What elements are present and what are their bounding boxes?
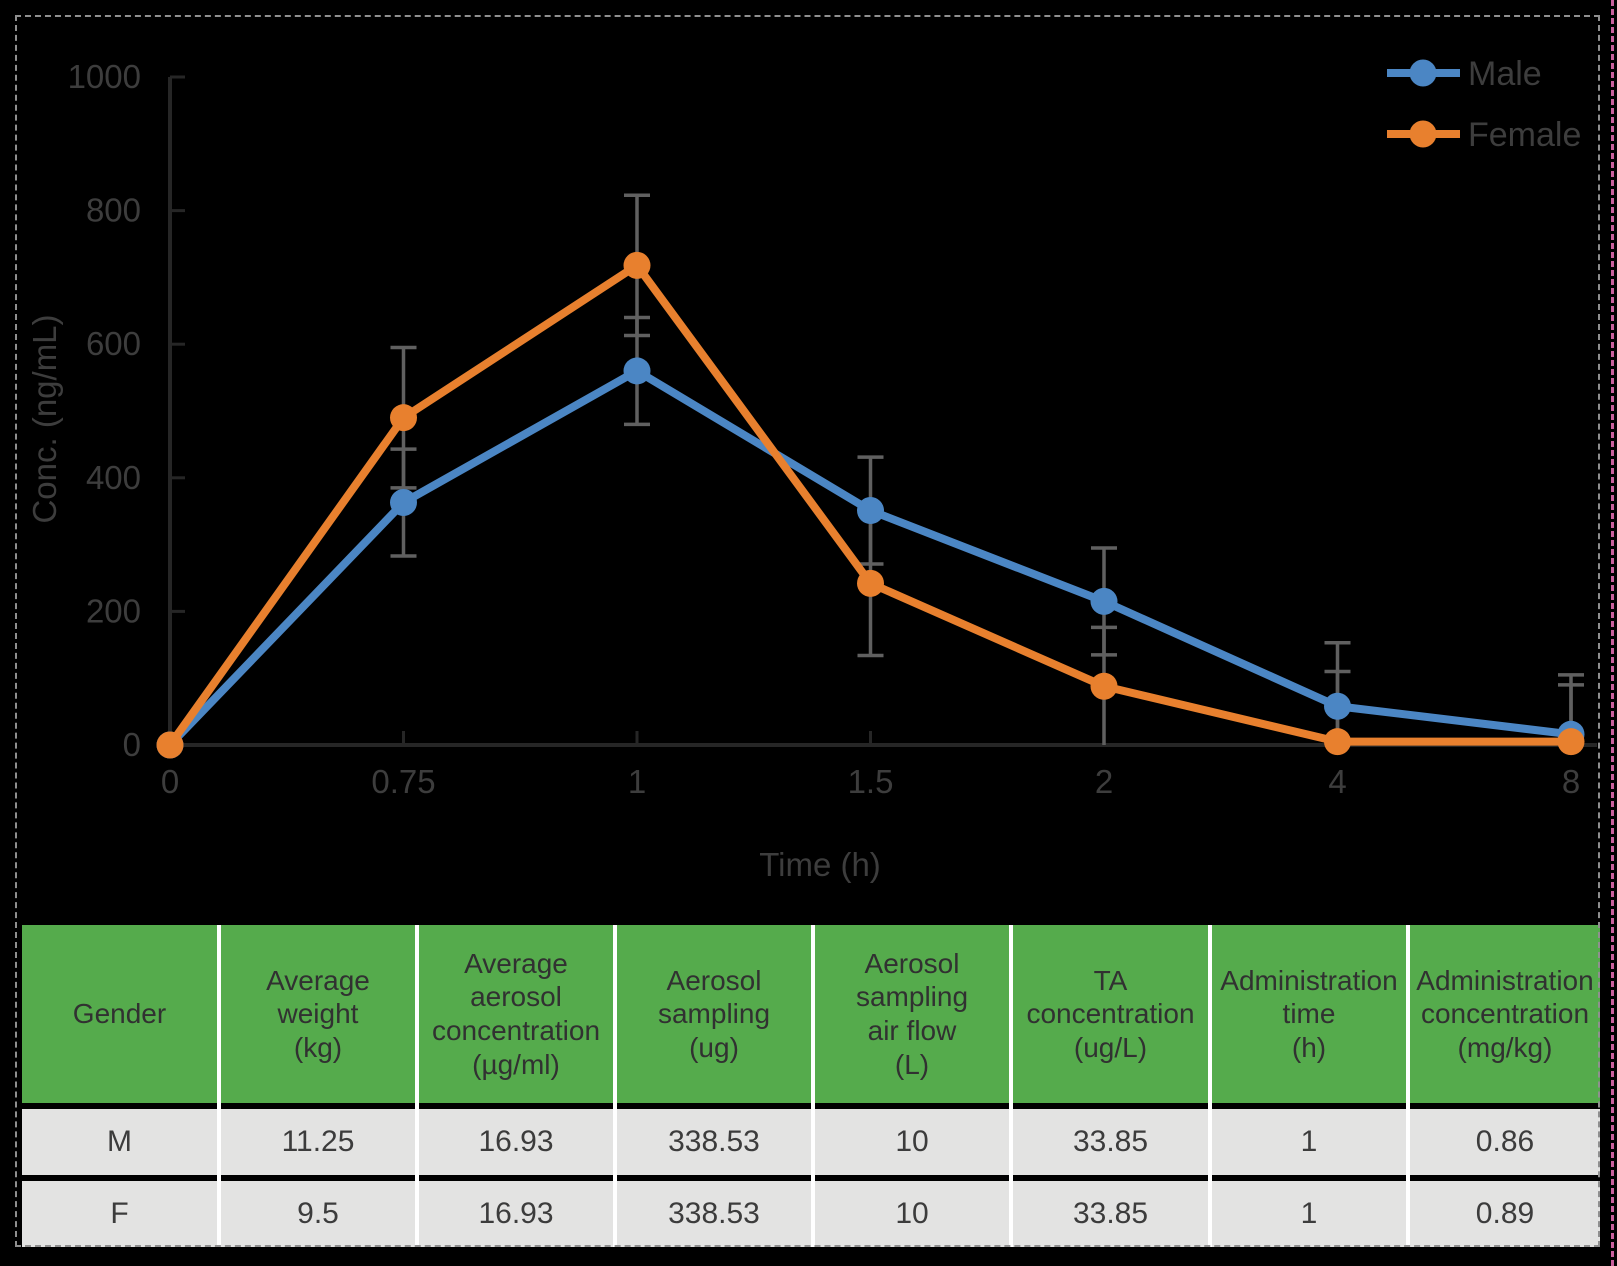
x-tick-label: 4 (1328, 763, 1346, 800)
table-cell: F (22, 1175, 217, 1247)
table-cell: 11.25 (221, 1103, 415, 1175)
column-header: Gender (22, 925, 217, 1103)
x-tick-label: 1.5 (848, 763, 894, 800)
table-cell: 10 (815, 1103, 1009, 1175)
column-header: Administration time (h) (1212, 925, 1406, 1103)
table-cell: 33.85 (1013, 1103, 1208, 1175)
column-header: Aerosol sampling (ug) (617, 925, 811, 1103)
x-tick-label: 8 (1562, 763, 1580, 800)
legend-marker (1409, 120, 1437, 148)
y-axis-title: Conc. (ng/mL) (26, 314, 63, 524)
female-data-point-marker (623, 251, 651, 279)
table-cell: 16.93 (419, 1175, 613, 1247)
y-tick-label: 1000 (68, 58, 141, 95)
column-header: Aerosol sampling air flow (L) (815, 925, 1009, 1103)
male-data-point-marker (390, 489, 417, 517)
legend-item-female: Female (1387, 116, 1581, 154)
female-data-point-marker (1557, 728, 1585, 756)
table-cell: 0.86 (1410, 1103, 1600, 1175)
x-tick-label: 0 (161, 763, 179, 800)
male-data-point-marker (623, 357, 651, 385)
column-header: Average aerosol concentration (µg/ml) (419, 925, 613, 1103)
y-tick-label: 800 (86, 192, 141, 229)
legend-label: Female (1468, 116, 1581, 154)
table-cell: 338.53 (617, 1175, 811, 1247)
table-cell: M (22, 1103, 217, 1175)
male-data-point-marker (1324, 692, 1351, 720)
concentration-time-chart: 0 200 400 600 800 1000 0 0.75 1 1.5 2 4 8 Male Female (68, 55, 1597, 800)
table-cell: 1 (1212, 1103, 1406, 1175)
legend-label: Male (1468, 55, 1542, 93)
column-header: Administration concentration (mg/kg) (1410, 925, 1600, 1103)
table-cell: 16.93 (419, 1103, 613, 1175)
female-data-point-marker (1324, 728, 1351, 756)
female-data-point-marker (156, 731, 184, 759)
legend-marker (1409, 59, 1437, 87)
table-cell: 0.89 (1410, 1175, 1600, 1247)
legend-item-male: Male (1387, 55, 1542, 93)
female-data-point-marker (1090, 672, 1118, 700)
y-tick-label: 600 (86, 325, 141, 362)
male-data-point-marker (1090, 587, 1118, 615)
x-tick-label: 0.75 (371, 763, 435, 800)
table-cell: 338.53 (617, 1103, 811, 1175)
table-cell: 1 (1212, 1175, 1406, 1247)
male-data-point-marker (857, 497, 884, 525)
parameters-table: Gender Average weight (kg) Average aerosol… (22, 925, 1600, 1247)
x-tick-label: 2 (1095, 763, 1113, 800)
column-header: TA concentration (ug/L) (1013, 925, 1208, 1103)
female-data-point-marker (857, 569, 884, 597)
y-tick-label: 0 (123, 726, 141, 763)
column-header: Average weight (kg) (221, 925, 415, 1103)
table-cell: 10 (815, 1175, 1009, 1247)
y-tick-label: 400 (86, 459, 141, 496)
table-cell: 33.85 (1013, 1175, 1208, 1247)
y-tick-label: 200 (86, 592, 141, 629)
x-axis-title: Time (h) (759, 846, 881, 883)
female-data-point-marker (390, 404, 417, 432)
x-tick-label: 1 (628, 763, 646, 800)
table-cell: 9.5 (221, 1175, 415, 1247)
